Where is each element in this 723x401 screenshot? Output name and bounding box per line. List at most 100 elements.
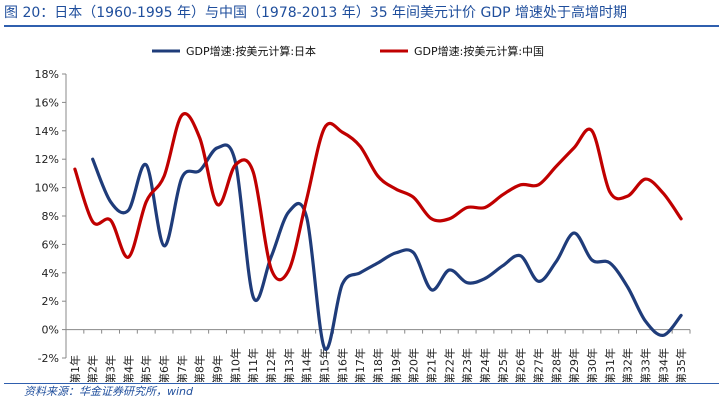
japan-data-point [626, 286, 628, 288]
china-data-point [216, 203, 218, 205]
china-data-point [591, 130, 593, 132]
china-data-point [127, 256, 129, 258]
china-data-point [92, 220, 94, 222]
japan-data-point [573, 232, 575, 234]
x-category-label: 第10年 [228, 348, 242, 382]
china-data-point [644, 178, 646, 180]
x-category-label: 第14年 [300, 348, 314, 382]
china-data-point [609, 191, 611, 193]
x-category-label: 第31年 [603, 348, 617, 382]
x-category-label: 第6年 [157, 355, 171, 382]
japan-data-point [145, 164, 147, 166]
x-category-label: 第32年 [621, 348, 635, 382]
japan-data-point [555, 260, 557, 262]
china-data-point [555, 165, 557, 167]
x-category-label: 第1年 [68, 355, 82, 382]
y-tick-label: 12% [35, 153, 59, 166]
x-category-label: 第3年 [104, 355, 118, 382]
japan-data-point [288, 211, 290, 213]
japan-data-point [395, 252, 397, 254]
china-data-point [519, 184, 521, 186]
china-data-point [448, 218, 450, 220]
source-divider [4, 383, 719, 384]
x-category-label: 第9年 [211, 355, 225, 382]
japan-data-point [270, 256, 272, 258]
japan-data-point [591, 259, 593, 261]
legend-label-china: GDP增速:按美元计算:中国 [414, 44, 544, 58]
china-data-point [502, 194, 504, 196]
china-data-point [163, 175, 165, 177]
x-category-label: 第21年 [424, 348, 438, 382]
china-data-point [662, 192, 664, 194]
china-data-point [145, 201, 147, 203]
japan-data-point [181, 176, 183, 178]
china-data-point [109, 219, 111, 221]
x-category-label: 第26年 [514, 348, 528, 382]
legend-label-japan: GDP增速:按美元计算:日本 [186, 44, 316, 58]
y-tick-label: 16% [35, 96, 59, 109]
japan-data-point [109, 201, 111, 203]
china-data-point [680, 218, 682, 220]
x-category-label: 第18年 [371, 348, 385, 382]
china-data-point [484, 206, 486, 208]
x-category-label: 第29年 [567, 348, 581, 382]
x-category-label: 第25年 [496, 348, 510, 382]
china-data-point [305, 198, 307, 200]
japan-data-point [502, 265, 504, 267]
china-data-point [359, 145, 361, 147]
japan-data-point [377, 262, 379, 264]
china-data-point [199, 137, 201, 139]
japan-data-point [448, 269, 450, 271]
china-data-point [288, 269, 290, 271]
legend: GDP增速:按美元计算:日本 GDP增速:按美元计算:中国 [152, 44, 544, 58]
x-category-label: 第17年 [353, 348, 367, 382]
japan-data-point [466, 282, 468, 284]
japan-data-point [519, 255, 521, 257]
x-category-label: 第11年 [246, 348, 260, 382]
china-series-line [73, 112, 683, 282]
figure-title: 图 20：日本（1960-1995 年）与中国（1978-2013 年）35 年… [4, 5, 628, 21]
x-category-label: 第27年 [531, 348, 545, 382]
axes: -2% 0% 2% 4% 6% 8% 10% 12% 14% 16% 18% 第1年 第2年 第3年 第4年… [35, 68, 691, 382]
japan-data-point [430, 289, 432, 291]
japan-data-point [252, 296, 254, 298]
y-tick-label: 14% [35, 125, 59, 138]
x-category-label: 第30年 [585, 348, 599, 382]
x-category-label: 第8年 [193, 355, 207, 382]
x-category-label: 第4年 [121, 355, 135, 382]
title-divider [4, 25, 719, 27]
x-category-label: 第35年 [674, 348, 688, 382]
japan-data-point [92, 158, 94, 160]
x-category-label: 第12年 [264, 348, 278, 382]
x-category-label: 第24年 [478, 348, 492, 382]
china-data-point [537, 184, 539, 186]
china-data-point [430, 218, 432, 220]
japan-data-point [163, 245, 165, 247]
y-tick-label: 10% [35, 182, 59, 195]
x-category-label: 第23年 [460, 348, 474, 382]
china-data-point [270, 267, 272, 269]
japan-data-point [199, 169, 201, 171]
japan-data-point [359, 272, 361, 274]
japan-data-point [216, 147, 218, 149]
china-data-point [395, 188, 397, 190]
y-tick-label: 18% [35, 68, 59, 81]
y-tick-label: 8% [42, 210, 59, 223]
japan-series-line [91, 143, 683, 351]
x-category-label: 第19年 [389, 348, 403, 382]
china-data-point [573, 147, 575, 149]
japan-data-point [644, 320, 646, 322]
x-category-label: 第34年 [656, 348, 670, 382]
japan-data-point [609, 262, 611, 264]
china-data-point [181, 114, 183, 116]
china-data-point [341, 131, 343, 133]
gdp-growth-chart: GDP增速:按美元计算:日本 GDP增速:按美元计算:中国 -2% 0% 2% 4% 6%… [35, 44, 691, 382]
x-category-label: 第22年 [442, 348, 456, 382]
y-tick-label: 0% [42, 324, 59, 337]
japan-data-point [537, 280, 539, 282]
china-data-point [252, 171, 254, 173]
x-category-label: 第15年 [318, 348, 332, 382]
y-tick-label: 4% [42, 267, 59, 280]
x-category-label: 第16年 [335, 348, 349, 382]
japan-data-point [680, 314, 682, 316]
